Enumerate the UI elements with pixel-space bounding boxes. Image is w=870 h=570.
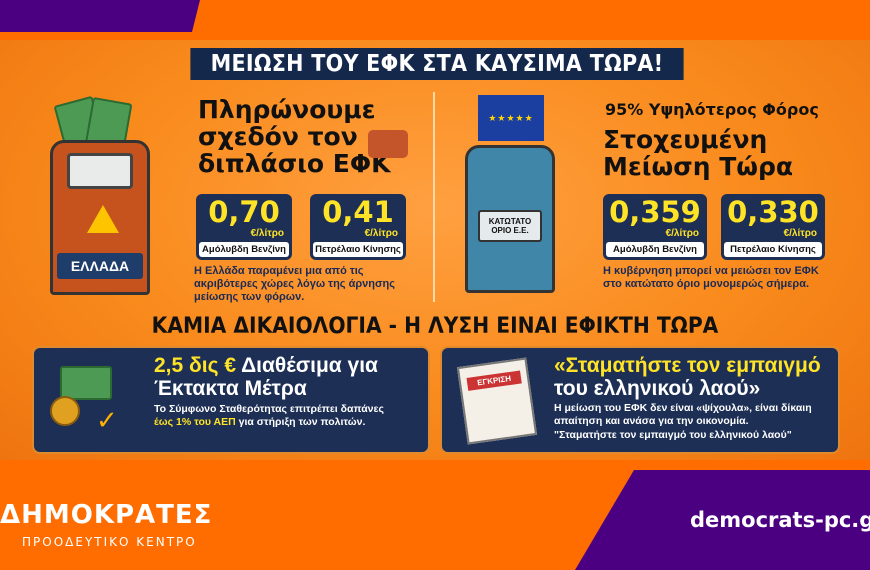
party-tagline: ΠΡΟΟΔΕΥΤΙΚΟ ΚΕΝΤΡΟ (22, 535, 197, 549)
pump-label: ΕΛΛΑΔΑ (57, 253, 143, 279)
party-logo: ΔΗΜΟΚΡΑΤΕΣ (0, 500, 213, 530)
price-card-petrol: 0,359 €/λίτρο Αμόλυβδη Βενζίνη (603, 194, 707, 260)
approval-document-icon: ΕΓΚΡΙΣΗ (456, 357, 538, 445)
eu-flag-icon: ★★★★★ (478, 95, 544, 141)
page-title: ΜΕΙΩΣΗ ΤΟΥ ΕΦΚ ΣΤΑ ΚΑΥΣΙΜΑ ΤΩΡΑ! (190, 48, 684, 80)
divider (433, 92, 435, 302)
quote-line: "Σταματήστε τον εμπαιγμό του ελληνικού λ… (554, 429, 792, 441)
quote-title-2: του ελληνικού λαού» (554, 377, 761, 400)
right-headline: Στοχευμένη Μείωση Τώρα (603, 125, 794, 181)
price-card-petrol: 0,70 €/λίτρο Αμόλυβδη Βενζίνη (196, 194, 292, 260)
left-headline: Πληρώνουμε σχεδόν τον διπλάσιο ΕΦΚ (198, 95, 391, 178)
right-subhead: 95% Υψηλότερος Φόρος (605, 100, 819, 119)
purple-corner-shape (0, 0, 200, 32)
right-note: Η κυβέρνηση μπορεί να μειώσει τον ΕΦΚ στ… (603, 265, 819, 290)
quote-title: «Σταματήστε τον εμπαιγμό (554, 354, 821, 377)
website-link[interactable]: democrats-pc.gr (690, 508, 870, 532)
left-note: Η Ελλάδα παραμένει μια από τις ακριβότερ… (194, 265, 395, 303)
price-card-diesel: 0,41 €/λίτρο Πετρέλαιο Κίνησης (310, 194, 406, 260)
middle-heading: ΚΑΜΙΑ ΔΙΚΑΙΟΛΟΓΙΑ - Η ΛΥΣΗ ΕΙΝΑΙ ΕΦΙΚΤΗ … (151, 314, 719, 339)
eu-fuel-pump-illustration: ΚΑΤΩΤΑΤΟ ΟΡΙΟ Ε.Ε. (465, 145, 555, 293)
greek-fuel-pump-illustration: ΕΛΛΑΔΑ (50, 140, 150, 295)
warning-icon (87, 205, 119, 233)
purple-footer-shape (575, 470, 870, 570)
price-card-diesel: 0,330 €/λίτρο Πετρέλαιο Κίνησης (721, 194, 825, 260)
quote-body: Η μείωση του ΕΦΚ δεν είναι «ψίχουλα», εί… (554, 402, 812, 427)
wallet-icon (368, 130, 408, 158)
money-coins-icon: ✓ (50, 366, 120, 436)
pump-label: ΚΑΤΩΤΑΤΟ ΟΡΙΟ Ε.Ε. (478, 210, 542, 242)
quote-box: ΕΓΚΡΙΣΗ «Σταματήστε τον εμπαιγμό του ελλ… (440, 346, 840, 454)
pump-screen (67, 153, 133, 189)
checkmark-icon: ✓ (96, 406, 118, 436)
funds-body: Το Σύμφωνο Σταθερότητας επιτρέπει δαπάνε… (154, 403, 384, 428)
funds-box: ✓ 2,5 δις € Διαθέσιμα για Έκτακτα Μέτρα … (32, 346, 430, 454)
funds-title: 2,5 δις € Διαθέσιμα για Έκτακτα Μέτρα (154, 354, 378, 400)
